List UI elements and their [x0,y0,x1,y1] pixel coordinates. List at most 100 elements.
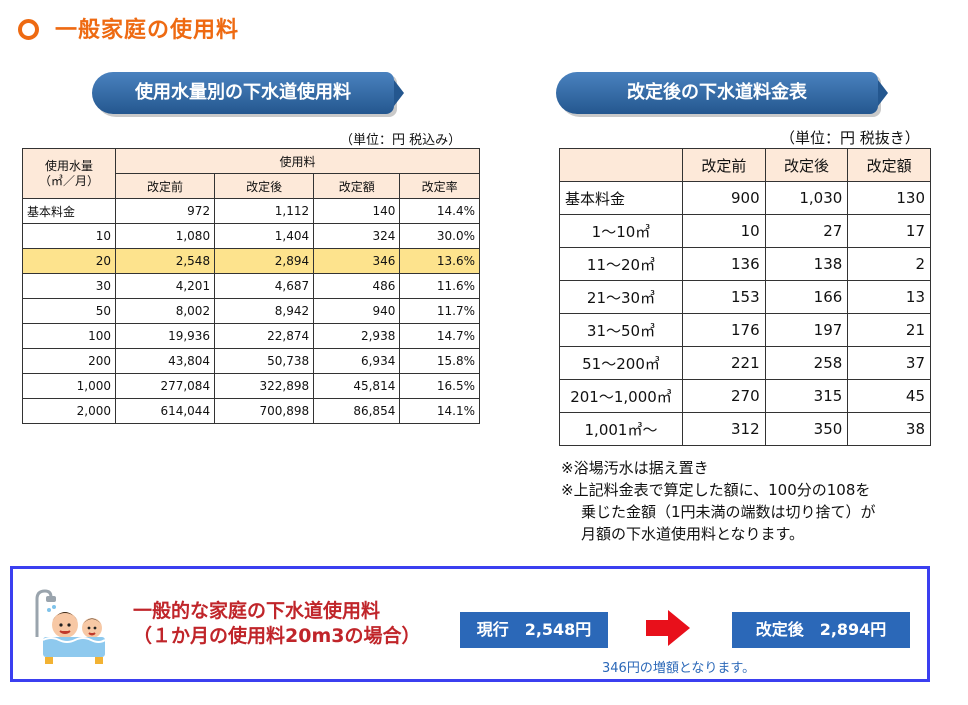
table-cell: 16.5% [399,373,480,399]
table-row: 2,000 614,044 700,898 86,854 14.1% [22,398,480,424]
table-cell: 197 [764,313,849,347]
table-cell: 6,934 [313,348,401,374]
row-label: 2,000 [22,398,116,424]
increase-note: 346円の増額となります。 [602,661,756,676]
table-cell: 136 [682,247,766,281]
table-cell: 315 [764,379,849,413]
table-cell: 4,687 [214,273,315,299]
table-cell: 900 [682,181,766,215]
table-cell: 1,030 [764,181,849,215]
row-label: 100 [22,323,116,349]
table-cell: 45,814 [313,373,401,399]
table-header-row: 改定前 改定後 改定額 改定率 [23,173,480,199]
table-cell: 8,942 [214,298,315,324]
table-cell: 11.7% [399,298,480,324]
table-row: 100 19,936 22,874 2,938 14.7% [22,323,480,349]
right-section-ribbon: 改定後の下水道料金表 [556,72,888,114]
header-cell: 改定前 [682,148,766,182]
row-label: 基本料金 [559,181,683,215]
table-cell: 614,044 [114,398,216,424]
table-cell: 14.4% [399,198,480,224]
row-label: 200 [22,348,116,374]
header-cell: 改定額 [847,148,931,182]
header-cell: 改定後 [214,173,315,199]
table-cell: 37 [847,346,931,380]
left-unit-note: （単位：円 税込み） [340,133,462,148]
table-cell: 700,898 [214,398,315,424]
header-cell: 改定率 [399,173,480,199]
bath-family-icon [35,589,106,664]
header-cell [559,148,683,182]
table-cell: 221 [682,346,766,380]
table-cell: 13.6% [399,248,480,274]
summary-title: 一般的な家庭の下水道使用料 （１か月の使用料20m3の場合） [133,600,421,647]
table-cell: 312 [682,412,766,446]
table-header-row: 改定前 改定後 改定額 [559,148,931,182]
table-cell: 138 [764,247,849,281]
table-cell: 27 [764,214,849,248]
row-label: 50 [22,298,116,324]
row-label: 51～200㎥ [559,346,683,380]
header-cell: 改定後 [764,148,849,182]
row-label: 21～30㎥ [559,280,683,314]
row-label: 基本料金 [22,198,116,224]
table-cell: 258 [764,346,849,380]
table-cell: 2,548 [114,248,216,274]
rate-notes: ※浴場汚水は据え置き ※上記料金表で算定した額に、100分の108を 乗じた金額… [561,457,876,545]
table-row: 1,001㎥～ 312 350 38 [559,412,931,446]
note-line: ※上記料金表で算定した額に、100分の108を [561,481,871,499]
table-cell: 270 [682,379,766,413]
table-cell: 140 [313,198,401,224]
table-cell: 2,894 [214,248,315,274]
page-title: 一般家庭の使用料 [18,12,239,44]
table-cell: 14.1% [399,398,480,424]
table-cell: 972 [114,198,216,224]
table-cell: 45 [847,379,931,413]
table-cell: 19,936 [114,323,216,349]
table-cell: 350 [764,412,849,446]
table-cell: 4,201 [114,273,216,299]
table-cell: 86,854 [313,398,401,424]
table-cell: 30.0% [399,223,480,249]
note-line: 乗じた金額（1円未満の端数は切り捨て）が [581,503,876,521]
table-cell: 8,002 [114,298,216,324]
row-label: 11～20㎥ [559,247,683,281]
header-cell: 改定前 [114,173,216,199]
table-cell: 10 [682,214,766,248]
table-cell: 22,874 [214,323,315,349]
summary-box: 一般的な家庭の下水道使用料 （１か月の使用料20m3の場合） 現行 2,548円… [10,566,930,682]
table-cell: 14.7% [399,323,480,349]
table-cell: 2 [847,247,931,281]
row-label: 1～10㎥ [559,214,683,248]
table-row: 50 8,002 8,942 940 11.7% [22,298,480,324]
table-cell: 324 [313,223,401,249]
table-header-row: 使用水量 （㎥／月） 使用料 [22,148,480,199]
header-usage-volume: 使用水量 （㎥／月） [22,148,116,199]
row-label: 20 [22,248,116,274]
current-fee-badge: 現行 2,548円 [460,612,608,648]
table-row: 21～30㎥ 153 166 13 [559,280,931,314]
table-row: 基本料金 900 1,030 130 [559,181,931,215]
table-cell: 1,112 [214,198,315,224]
table-cell: 176 [682,313,766,347]
table-row: 基本料金 972 1,112 140 14.4% [22,198,480,224]
table-cell: 1,404 [214,223,315,249]
note-line: ※浴場汚水は据え置き [561,459,709,477]
table-cell: 21 [847,313,931,347]
right-unit-note: （単位：円 税抜き） [780,129,920,147]
table-cell: 17 [847,214,931,248]
table-row: 201～1,000㎥ 270 315 45 [559,379,931,413]
table-row: 11～20㎥ 136 138 2 [559,247,931,281]
table-row: 20 2,548 2,894 346 13.6% [22,248,480,274]
table-row: 51～200㎥ 221 258 37 [559,346,931,380]
usage-fee-table: 使用水量 （㎥／月） 使用料 改定前 改定後 改定額 改定率 基本料金 972 1,… [22,148,480,424]
left-section-ribbon: 使用水量別の下水道使用料 [92,72,404,114]
table-cell: 277,084 [114,373,216,399]
table-cell: 43,804 [114,348,216,374]
table-cell: 1,080 [114,223,216,249]
table-cell: 50,738 [214,348,315,374]
row-label: 10 [22,223,116,249]
table-row: 1～10㎥ 10 27 17 [559,214,931,248]
right-arrow-icon [646,610,690,646]
table-cell: 13 [847,280,931,314]
